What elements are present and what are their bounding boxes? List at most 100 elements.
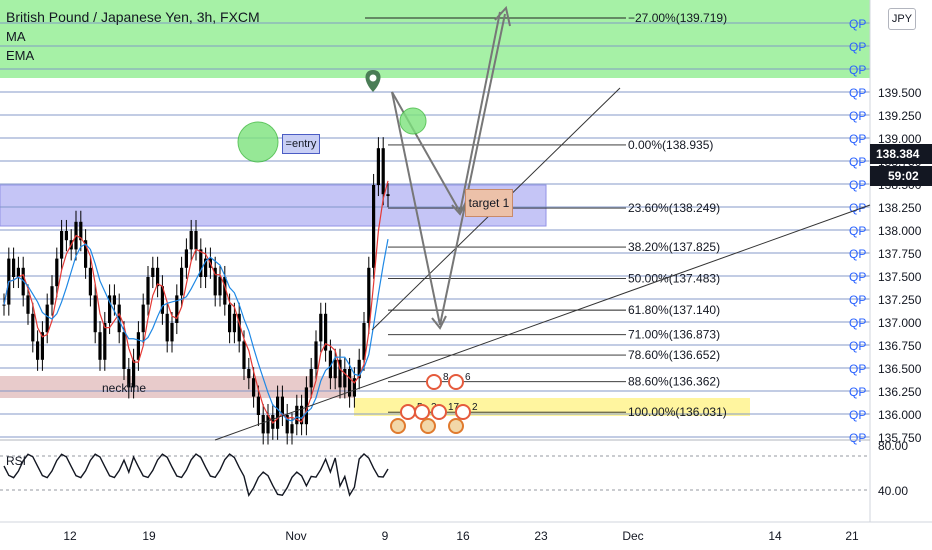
entry-label[interactable]: =entry xyxy=(282,134,320,154)
qp-label: QP xyxy=(849,247,866,261)
event-marker xyxy=(455,404,471,420)
candle-body xyxy=(108,295,112,323)
event-count: 8 xyxy=(443,372,449,383)
candle-body xyxy=(295,405,299,425)
price-tick-label: 136.750 xyxy=(878,339,922,353)
rsi-line xyxy=(3,453,389,498)
event-count: 6 xyxy=(465,372,471,383)
fib-level-label: −27.00%(139.719) xyxy=(628,11,727,25)
candle-body xyxy=(141,304,145,333)
candle-body xyxy=(228,304,232,333)
candle-body xyxy=(237,313,241,342)
candle-body xyxy=(199,249,203,277)
price-tick-label: 139.250 xyxy=(878,109,922,123)
candle-body xyxy=(194,231,198,250)
qp-label: QP xyxy=(849,40,866,54)
candle-body xyxy=(132,359,136,388)
target-label[interactable]: target 1 xyxy=(465,189,513,217)
currency-badge[interactable]: JPY xyxy=(888,8,916,30)
projection-arrow-2 xyxy=(459,11,501,213)
candle-body xyxy=(156,267,160,287)
candle-body xyxy=(160,286,164,314)
indicator-ema[interactable]: EMA xyxy=(6,48,35,63)
fib-level-label: 88.60%(136.362) xyxy=(628,375,720,389)
qp-label: QP xyxy=(849,385,866,399)
fib-level-label: 0.00%(138.935) xyxy=(628,138,713,152)
candle-body xyxy=(180,267,184,296)
candle-body xyxy=(146,277,150,305)
price-tick-label: 139.000 xyxy=(878,132,922,146)
candle-body xyxy=(304,387,308,425)
bar-timer-tag: 59:02 xyxy=(870,166,932,186)
candle-body xyxy=(112,295,116,305)
candle-body xyxy=(256,396,260,415)
yellow-zone xyxy=(354,398,750,416)
qp-label: QP xyxy=(849,316,866,330)
candle-body xyxy=(122,332,126,369)
candle-body xyxy=(84,240,88,268)
event-marker xyxy=(431,404,447,420)
candle-body xyxy=(12,258,16,277)
candle-body xyxy=(381,148,385,195)
time-axis-label: 14 xyxy=(768,529,782,543)
candle-body xyxy=(252,378,256,397)
qp-label: QP xyxy=(849,132,866,146)
price-tick-label: 137.750 xyxy=(878,247,922,261)
candle-body xyxy=(314,341,318,369)
candle-body xyxy=(280,396,284,415)
arrow-head-down xyxy=(431,315,447,330)
candle-body xyxy=(2,304,6,306)
time-axis-label: 12 xyxy=(63,529,77,543)
candle-body xyxy=(261,415,265,434)
indicator-ma[interactable]: MA xyxy=(6,29,26,44)
candle-body xyxy=(357,359,361,379)
price-tick-label: 139.500 xyxy=(878,86,922,100)
candle-body xyxy=(213,267,217,296)
price-tick-label: 136.000 xyxy=(878,408,922,422)
candle-body xyxy=(50,286,54,305)
price-tick-label: 136.250 xyxy=(878,385,922,399)
price-tick-label: 137.500 xyxy=(878,270,922,284)
candle-body xyxy=(218,277,222,296)
neckline-zone xyxy=(0,376,354,398)
candle-body xyxy=(204,258,208,277)
fib-level-label: 23.60%(138.249) xyxy=(628,201,720,215)
ema-line xyxy=(3,239,389,422)
fib-level-label: 78.60%(136.652) xyxy=(628,348,720,362)
candle-body xyxy=(26,295,30,314)
qp-label: QP xyxy=(849,201,866,215)
candle-body xyxy=(338,359,342,388)
candle-body xyxy=(184,249,188,268)
candle-body xyxy=(386,194,390,197)
rsi-tick-80: 80.00 xyxy=(878,439,908,453)
qp-label: QP xyxy=(849,362,866,376)
neckline-label[interactable]: neckline xyxy=(102,381,147,395)
candle-body xyxy=(175,295,179,323)
qp-label: QP xyxy=(849,109,866,123)
fib-level-label: 100.00%(136.031) xyxy=(628,405,727,419)
event-count: 17 xyxy=(448,402,460,413)
event-marker xyxy=(414,404,430,420)
candle-body xyxy=(372,185,376,268)
projection-arrow-3 xyxy=(391,91,441,326)
top-circle xyxy=(399,107,427,135)
candle-body xyxy=(276,396,280,429)
candle-body xyxy=(31,313,35,342)
candle-series xyxy=(2,137,390,445)
candle-body xyxy=(285,415,289,434)
symbol-title[interactable]: British Pound / Japanese Yen, 3h, FXCM xyxy=(6,9,260,25)
qp-label: QP xyxy=(849,224,866,238)
fib-level-label: 61.80%(137.140) xyxy=(628,303,720,317)
last-price-tag: 138.384 xyxy=(870,144,932,164)
candle-body xyxy=(376,148,380,185)
qp-label: QP xyxy=(849,339,866,353)
qp-label: QP xyxy=(849,178,866,192)
candle-body xyxy=(136,332,140,360)
candle-body xyxy=(21,267,25,296)
qp-label: QP xyxy=(849,270,866,284)
candle-body xyxy=(343,369,347,388)
arrow-head-target xyxy=(451,201,467,216)
event-marker xyxy=(426,374,442,390)
candle-body xyxy=(300,405,304,425)
